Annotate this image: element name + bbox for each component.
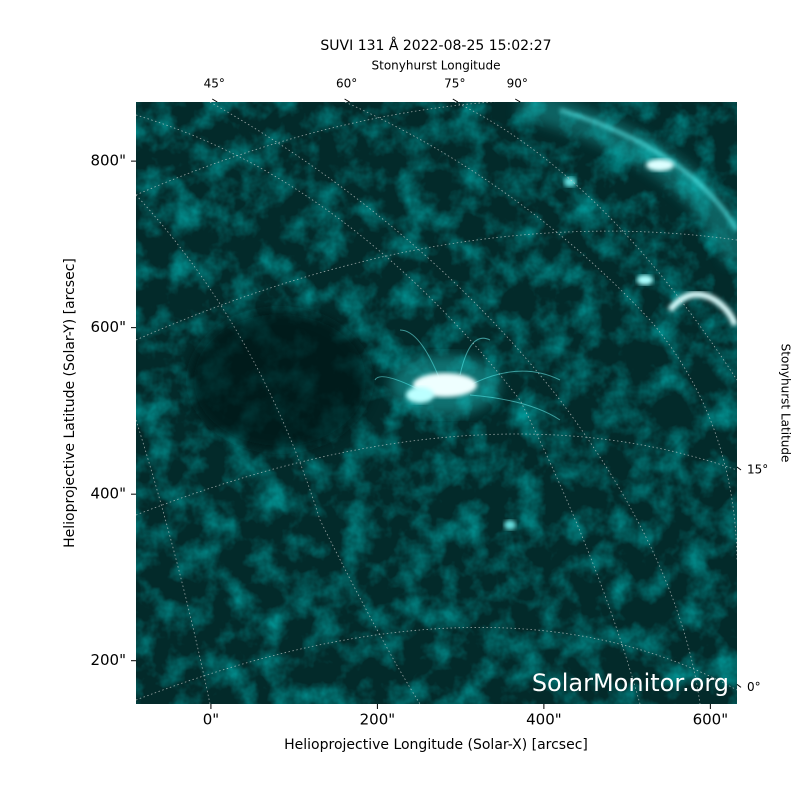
x-axis-label: Helioprojective Longitude (Solar-X) [arc… bbox=[284, 737, 588, 753]
coordinate-grid bbox=[136, 102, 737, 704]
y-tick-label: 200" bbox=[90, 651, 126, 669]
top-tick bbox=[344, 98, 350, 103]
top-tick-label: 45° bbox=[204, 77, 225, 91]
right-tick bbox=[736, 683, 742, 688]
x-tick-label: 0" bbox=[203, 711, 219, 729]
x-tick-label: 600" bbox=[693, 711, 729, 729]
y-tick-label: 400" bbox=[90, 485, 126, 503]
y-axis-label: Helioprojective Latitude (Solar-Y) [arcs… bbox=[62, 258, 78, 548]
right-tick-label: 0° bbox=[747, 680, 761, 694]
y-tick-label: 600" bbox=[90, 318, 126, 336]
y-tick-label: 800" bbox=[90, 152, 126, 170]
top-tick bbox=[514, 98, 521, 103]
right-axis-label: Stonyhurst Latitude bbox=[779, 344, 793, 463]
top-tick-label: 60° bbox=[336, 77, 357, 91]
solar-image bbox=[136, 102, 737, 704]
top-axis-label: Stonyhurst Longitude bbox=[372, 59, 501, 73]
top-tick bbox=[211, 98, 218, 103]
top-tick bbox=[452, 98, 459, 103]
top-tick-label: 75° bbox=[444, 77, 465, 91]
right-tick bbox=[736, 466, 742, 471]
right-tick-label: 15° bbox=[747, 463, 768, 477]
watermark: SolarMonitor.org bbox=[532, 669, 729, 697]
top-tick-label: 90° bbox=[507, 77, 528, 91]
x-tick-label: 200" bbox=[360, 711, 396, 729]
x-tick-label: 400" bbox=[526, 711, 562, 729]
chart-title: SUVI 131 Å 2022-08-25 15:02:27 bbox=[320, 37, 551, 54]
